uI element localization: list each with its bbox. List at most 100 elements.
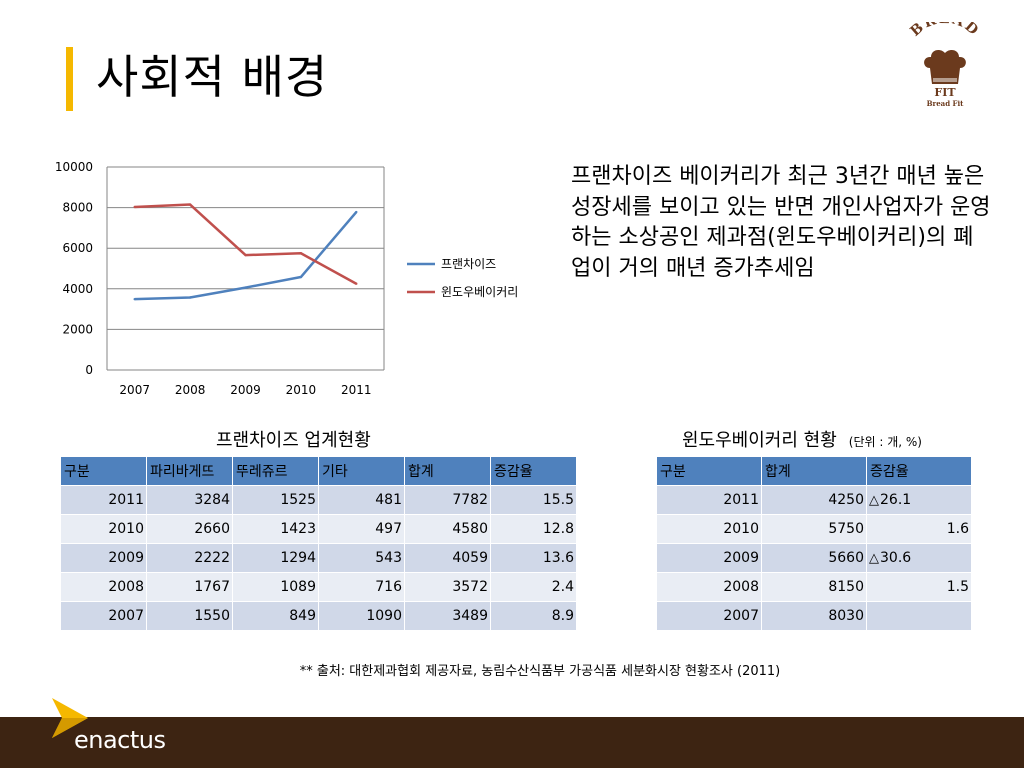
enactus-mark-icon [52, 698, 88, 738]
logo-caption-text: Bread Fit [927, 99, 965, 108]
y-tick-label: 6000 [62, 241, 93, 255]
series-1-point [299, 275, 303, 279]
source-note: ** 출처: 대한제과협회 제공자료, 농림수산식품부 가공식품 세분화시장 현… [299, 664, 781, 679]
table-cell: 3489 [404, 601, 491, 631]
column-header: 뚜레쥬르 [232, 456, 319, 486]
window-table-title: 윈도우베이커리 현황 [682, 430, 837, 451]
description-text: 프랜차이즈 베이커리가 최근 3년간 매년 높은 성장세를 보이고 있는 반면 … [571, 164, 991, 281]
chef-hat-icon [924, 49, 966, 84]
y-tick-label: 0 [85, 363, 93, 377]
y-tick-label: 2000 [62, 322, 93, 336]
table-cell: 716 [318, 572, 405, 602]
x-tick-label: 2011 [341, 383, 372, 397]
table-row: 2011 3284 1525 481 7782 15.5 [60, 485, 577, 515]
table-cell: 12.8 [490, 514, 577, 544]
table-cell: 2009 [60, 543, 147, 573]
logo-fit-text: FIT [934, 86, 956, 99]
column-header: 증감율 [490, 456, 577, 486]
table-cell: 2010 [60, 514, 147, 544]
series-2-point [188, 203, 192, 206]
y-tick-label: 4000 [62, 282, 93, 296]
table-row: 2007 1550 849 1090 3489 8.9 [60, 601, 577, 631]
table-cell: 543 [318, 543, 405, 573]
table-cell: 1423 [232, 514, 319, 544]
window-table: 구분 합계 증감율 2011 4250 △26.1 2010 5750 1.6 2009 5660… [656, 456, 972, 631]
column-header: 파리바게뜨 [146, 456, 233, 486]
table-cell: 1767 [146, 572, 233, 602]
table-cell: 13.6 [490, 543, 577, 573]
table-row: 2008 1767 1089 716 3572 2.4 [60, 572, 577, 602]
table-cell: 2222 [146, 543, 233, 573]
column-header: 합계 [404, 456, 491, 486]
legend-label-2: 윈도우베이커리 [441, 285, 518, 299]
series-1-point [188, 296, 192, 299]
table-cell: 3284 [146, 485, 233, 515]
table-cell: 1525 [232, 485, 319, 515]
column-header: 합계 [761, 456, 867, 486]
table-cell: 2660 [146, 514, 233, 544]
decrease-triangle-icon: △ [869, 493, 879, 508]
table-row: 2009 5660 △30.6 [656, 543, 972, 573]
table-cell: 2007 [656, 601, 762, 631]
column-header: 증감율 [866, 456, 972, 486]
table-cell [866, 601, 972, 631]
column-header: 구분 [60, 456, 147, 486]
table-row: 2011 4250 △26.1 [656, 485, 972, 515]
table-cell: 1550 [146, 601, 233, 631]
y-tick-label: 8000 [62, 201, 93, 215]
table-cell: △30.6 [866, 543, 972, 573]
enactus-brand: enactus [74, 726, 166, 754]
y-tick-label: 10000 [55, 160, 93, 174]
series-1-point [244, 286, 247, 289]
x-tick-label: 2010 [286, 383, 317, 397]
table-cell: 1294 [232, 543, 319, 573]
table-cell: △26.1 [866, 485, 972, 515]
line-chart: 10000 8000 6000 4000 2000 0 2007 2008 2009 2010 20… [55, 160, 518, 397]
series-2-point [355, 282, 358, 285]
table-cell: 4059 [404, 543, 491, 573]
table-header-row: 구분 합계 증감율 [656, 456, 972, 486]
slide-title: 사회적 배경 [96, 50, 329, 104]
table-cell: 8.9 [490, 601, 577, 631]
series-line-2 [134, 203, 357, 285]
table-cell: 1.6 [866, 514, 972, 544]
column-header: 구분 [656, 456, 762, 486]
title-accent-bar [66, 47, 73, 111]
decrease-triangle-icon: △ [869, 551, 879, 566]
table-cell: 2007 [60, 601, 147, 631]
table-cell: 2008 [60, 572, 147, 602]
table-cell: 4250 [761, 485, 867, 515]
table-row: 2008 8150 1.5 [656, 572, 972, 602]
series-2-point [244, 253, 247, 257]
window-table-title-row: 윈도우베이커리 현황 (단위 : 개, %) [682, 426, 922, 452]
table-cell: 2009 [656, 543, 762, 573]
bread-fit-logo: BREAD FIT Bread Fit [907, 22, 982, 108]
table-row: 2010 2660 1423 497 4580 12.8 [60, 514, 577, 544]
table-cell: 2.4 [490, 572, 577, 602]
x-tick-label: 2008 [175, 383, 206, 397]
table-cell: 5660 [761, 543, 867, 573]
table-cell: 497 [318, 514, 405, 544]
x-tick-label: 2007 [119, 383, 150, 397]
footer-bar [0, 717, 1024, 768]
table-cell: 481 [318, 485, 405, 515]
series-1-point [355, 210, 358, 214]
table-row: 2010 5750 1.6 [656, 514, 972, 544]
table-cell: 1.5 [866, 572, 972, 602]
legend-label-1: 프랜차이즈 [441, 257, 496, 271]
franchise-table-title: 프랜차이즈 업계현황 [216, 430, 371, 451]
table-cell: 849 [232, 601, 319, 631]
table-row: 2009 2222 1294 543 4059 13.6 [60, 543, 577, 573]
column-header: 기타 [318, 456, 405, 486]
table-cell: 1090 [318, 601, 405, 631]
series-2-point [133, 205, 136, 209]
table-cell: 2011 [656, 485, 762, 515]
logo-arc-text: BREAD [907, 22, 982, 40]
series-1-point [133, 297, 136, 301]
table-cell: 3572 [404, 572, 491, 602]
table-cell: 4580 [404, 514, 491, 544]
change-value: 26.1 [880, 492, 912, 508]
table-cell: 1089 [232, 572, 319, 602]
table-cell: 8150 [761, 572, 867, 602]
x-tick-label: 2009 [230, 383, 261, 397]
